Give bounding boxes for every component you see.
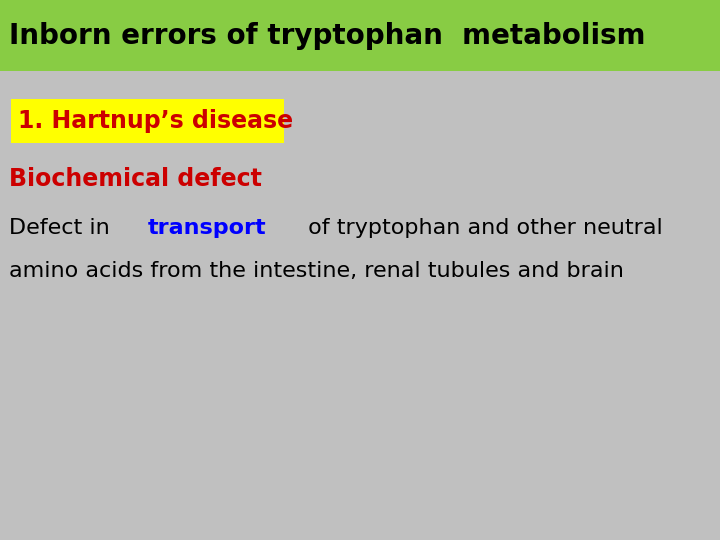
- Text: Inborn errors of tryptophan  metabolism: Inborn errors of tryptophan metabolism: [9, 22, 645, 50]
- Text: Defect in: Defect in: [9, 218, 117, 238]
- Text: Biochemical defect: Biochemical defect: [9, 167, 261, 191]
- Text: amino acids from the intestine, renal tubules and brain: amino acids from the intestine, renal tu…: [9, 261, 624, 281]
- Text: 1. Hartnup’s disease: 1. Hartnup’s disease: [18, 109, 293, 133]
- FancyBboxPatch shape: [0, 0, 720, 71]
- Text: of tryptophan and other neutral: of tryptophan and other neutral: [301, 218, 662, 238]
- Text: transport: transport: [148, 218, 266, 238]
- FancyBboxPatch shape: [11, 99, 284, 143]
